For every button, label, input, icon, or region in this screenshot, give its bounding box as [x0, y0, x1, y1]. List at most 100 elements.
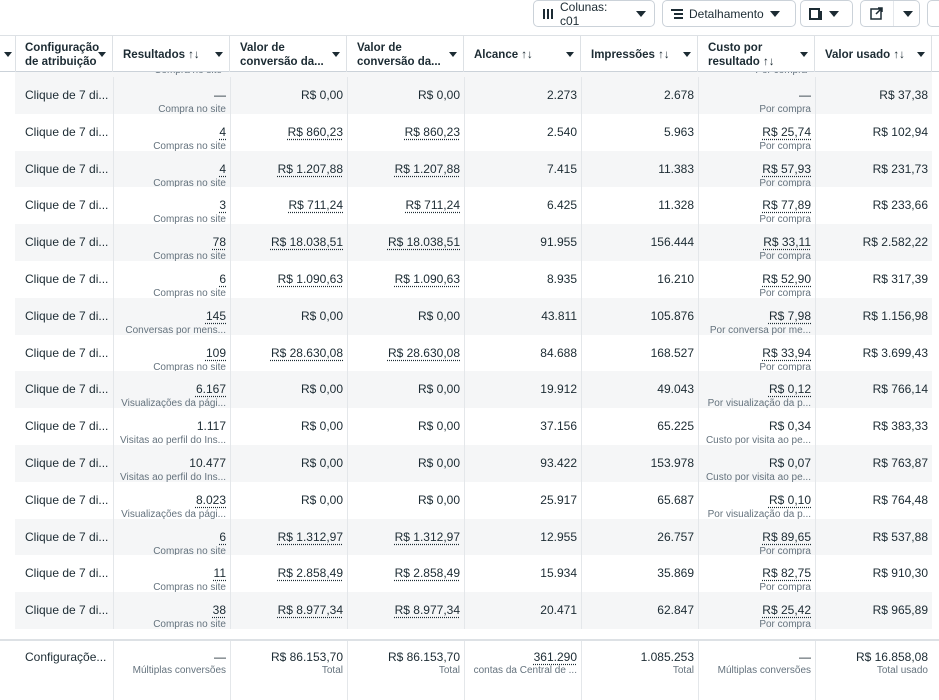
impressions-cell: 49.043 — [657, 382, 694, 396]
column-divider — [698, 641, 699, 700]
reach-cell: 12.955 — [540, 530, 577, 544]
column-divider — [347, 187, 348, 224]
impressions-cell: 2.678 — [664, 88, 694, 102]
column-header[interactable]: Resultados ↑↓ — [113, 36, 230, 73]
conv_value_2-cell: R$ 0,00 — [418, 456, 460, 470]
reports-button[interactable] — [800, 0, 853, 27]
attribution-cell: Clique de 7 di... — [25, 235, 108, 249]
column-divider — [113, 187, 114, 224]
impressions-cell: 35.869 — [657, 566, 694, 580]
results-cell: 6 — [219, 272, 226, 286]
column-divider — [113, 335, 114, 372]
results-cell: 11 — [214, 566, 226, 580]
column-header[interactable]: Valor de conversão da... — [230, 36, 347, 73]
cost-cell: R$ 0,34 — [769, 419, 811, 433]
column-header[interactable]: Impressões ↑↓ — [581, 36, 698, 73]
conv_value_1-cell: R$ 1.207,88 — [278, 162, 343, 176]
table-body: Compra no sitePor compraClique de 7 di..… — [0, 72, 939, 640]
column-divider — [581, 482, 582, 519]
column-divider — [347, 641, 348, 700]
sort-caret[interactable] — [4, 52, 12, 57]
sort-caret[interactable] — [449, 52, 457, 57]
cost-cell: R$ 0,10 — [769, 493, 811, 507]
conv_value_1-cell: R$ 0,00 — [301, 419, 343, 433]
sort-caret[interactable] — [332, 52, 340, 57]
reach-cell: 91.955 — [540, 235, 577, 249]
results-cell: 109 — [206, 346, 226, 360]
table-row: Clique de 7 di... 38 Compras no site R$ 8.9… — [15, 592, 932, 629]
sort-caret[interactable] — [683, 52, 691, 57]
table-row: Clique de 7 di... 3 Compras no site R$ 711,… — [15, 187, 932, 224]
conv_value_2-cell: R$ 86.153,70 — [388, 650, 460, 664]
conv_value_1-cell: R$ 0,00 — [301, 309, 343, 323]
impressions-cell: 1.085.253 — [641, 650, 694, 664]
impressions-cell: 5.963 — [664, 125, 694, 139]
column-divider — [464, 641, 465, 700]
column-divider — [698, 114, 699, 151]
impressions-cell: 16.210 — [657, 272, 694, 286]
column-header[interactable]: Valor usado ↑↓ — [815, 36, 932, 73]
spent-cell: R$ 965,89 — [873, 603, 928, 617]
column-divider — [347, 555, 348, 592]
column-divider — [464, 151, 465, 188]
conv_value_2-cell: R$ 2.858,49 — [395, 566, 460, 580]
more-button[interactable] — [927, 0, 939, 27]
table-row: Clique de 7 di... 8.023 Visualizações da p… — [15, 482, 932, 519]
sort-caret[interactable] — [566, 52, 574, 57]
impressions-cell: 156.444 — [651, 235, 694, 249]
conv_value_2-cell: R$ 860,23 — [405, 125, 460, 139]
spent-cell: R$ 1.156,98 — [863, 309, 928, 323]
column-divider — [113, 371, 114, 408]
conv_value_2-cell: R$ 18.038,51 — [388, 235, 460, 249]
cost-cell: R$ 25,42 — [762, 603, 811, 617]
column-divider — [230, 519, 231, 556]
sort-caret[interactable] — [215, 52, 223, 57]
conv_value_1-cell: R$ 28.630,08 — [271, 346, 343, 360]
column-divider — [230, 592, 231, 629]
results-cell: 4 — [219, 125, 226, 139]
column-divider — [581, 77, 582, 114]
columns-button[interactable]: Colunas: c01 — [533, 0, 655, 27]
column-divider — [815, 77, 816, 114]
column-header[interactable]: Alcance ↑↓ — [464, 36, 581, 73]
column-divider — [581, 555, 582, 592]
column-divider — [581, 408, 582, 445]
results-label: Compra no site — [154, 72, 222, 76]
impressions-label: Total — [673, 665, 694, 676]
column-divider — [230, 371, 231, 408]
column-divider — [464, 298, 465, 335]
column-divider — [815, 224, 816, 261]
columns-icon — [542, 8, 554, 20]
sort-caret[interactable] — [800, 52, 808, 57]
column-header[interactable]: Valor de conversão da... — [347, 36, 464, 73]
conv_value_2-cell: R$ 1.207,88 — [395, 162, 460, 176]
column-divider — [698, 151, 699, 188]
sort-caret[interactable] — [917, 52, 925, 57]
column-divider — [815, 555, 816, 592]
sort-caret[interactable] — [98, 52, 106, 57]
reach-cell: 43.811 — [541, 309, 577, 323]
column-header[interactable]: Custo por resultado ↑↓ — [698, 36, 815, 73]
column-divider — [698, 592, 699, 629]
column-divider — [815, 641, 816, 700]
cost-cell: R$ 0,07 — [769, 456, 811, 470]
column-divider — [464, 114, 465, 151]
cost-cell: R$ 57,93 — [762, 162, 811, 176]
column-divider — [581, 519, 582, 556]
conv_value_1-cell: R$ 0,00 — [301, 493, 343, 507]
attribution-cell: Clique de 7 di... — [25, 346, 108, 360]
reach-cell: 361.290 — [534, 650, 577, 664]
reach-cell: 93.422 — [540, 456, 577, 470]
table: Configuração de atribuição Resultados ↑↓ V… — [0, 35, 939, 700]
breakdown-button[interactable]: Detalhamento — [662, 0, 796, 27]
header-row: Configuração de atribuição Resultados ↑↓ V… — [0, 35, 939, 72]
column-divider — [581, 335, 582, 372]
column-divider — [113, 298, 114, 335]
column-divider — [815, 151, 816, 188]
reach-label: contas da Central de ... — [474, 665, 577, 676]
conv_value_2-label: Total — [439, 665, 460, 676]
column-divider — [347, 224, 348, 261]
table-row: Clique de 7 di... 109 Compras no site R$ 28… — [15, 335, 932, 372]
spent-cell: R$ 317,39 — [873, 272, 928, 286]
export-button[interactable] — [860, 0, 920, 27]
